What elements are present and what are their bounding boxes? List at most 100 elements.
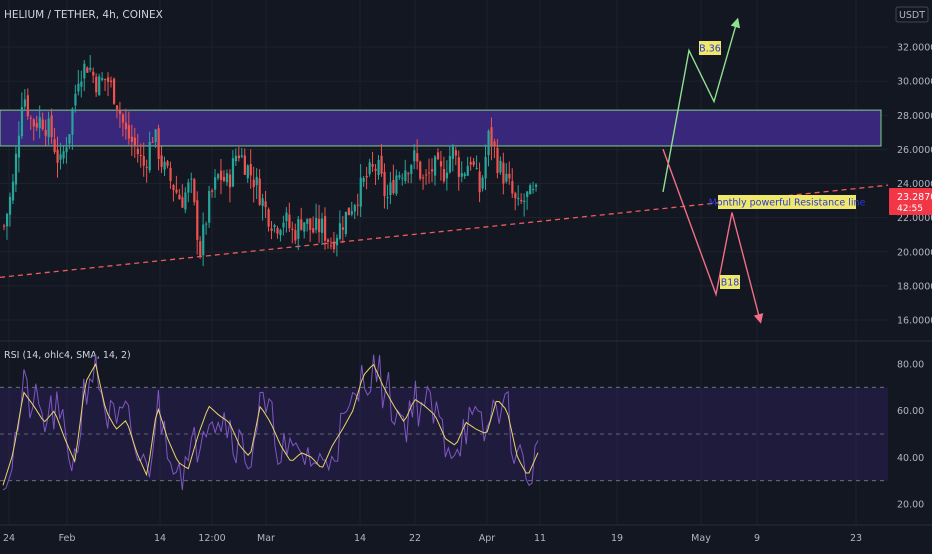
candle-body (332, 241, 336, 250)
candle-body (231, 158, 235, 187)
candle-body (240, 155, 243, 157)
time-tick-label: 14 (154, 533, 166, 544)
price-tick-label: 30.0000 (897, 77, 932, 88)
bear-scenario-arrow[interactable] (662, 148, 764, 324)
candle-body (68, 134, 71, 144)
time-axis[interactable]: 24 Feb 14 12:00 Mar 14 22 Apr 11 19 May 9 23 (3, 533, 862, 544)
time-tick-label: 12:00 (198, 533, 225, 544)
price-axis[interactable]: 32.0000 30.0000 28.0000 26.0000 24.0000 22.00… (889, 43, 932, 327)
candle-body (65, 147, 68, 153)
bull-target-label[interactable]: B.36 (699, 41, 721, 55)
candle-body (356, 204, 359, 206)
candle-body (44, 130, 47, 136)
candle-body (526, 191, 529, 198)
candle-body (157, 128, 160, 159)
candle-body (329, 245, 333, 247)
candle-body (190, 178, 193, 180)
candle-body (38, 117, 41, 129)
candle-body (303, 222, 306, 232)
candle-body (326, 239, 330, 242)
time-tick-label: 22 (409, 533, 421, 544)
time-tick-label: Feb (59, 533, 76, 544)
candle-body (202, 224, 205, 256)
candle-body (422, 177, 425, 179)
candle-body (377, 159, 380, 176)
candle-body (362, 178, 365, 182)
candle-body (454, 150, 457, 156)
candle-body (56, 149, 59, 163)
candle-body (416, 153, 419, 162)
candle-body (410, 165, 413, 174)
current-price-tag[interactable]: 23.287042:55 (889, 188, 932, 215)
price-tick-label: 32.0000 (897, 43, 932, 54)
time-tick-label: 11 (534, 533, 546, 544)
rsi-tick-label: 40.00 (897, 453, 924, 464)
candle-body (258, 178, 261, 205)
rsi-tick-label: 80.00 (897, 360, 924, 371)
candle-body (425, 174, 428, 176)
candle-body (83, 63, 86, 79)
candle-body (505, 173, 508, 182)
candle-body (249, 164, 252, 176)
candle-body (47, 118, 50, 138)
bull-scenario-arrow[interactable] (662, 17, 741, 193)
candle-body (246, 165, 249, 179)
currency-badge[interactable]: USDT (895, 6, 929, 23)
candle-body (264, 201, 267, 208)
candles-group (3, 55, 538, 267)
candle-body (252, 179, 255, 188)
candle-body (92, 71, 95, 76)
candle-body (148, 142, 151, 171)
candle-body (371, 164, 374, 167)
price-tick-label: 22.0000 (897, 213, 932, 224)
candle-body (359, 177, 362, 207)
candle-body (214, 177, 217, 190)
candle-body (279, 230, 282, 236)
candle-body (436, 152, 440, 160)
time-tick-label: 19 (611, 533, 623, 544)
candle-body (383, 171, 386, 197)
resistance-label[interactable]: Monthly powerful Resistance line (709, 195, 866, 209)
candle-body (41, 119, 44, 130)
candle-body (261, 198, 264, 206)
support-trendline[interactable] (0, 184, 889, 278)
candle-body (282, 222, 285, 228)
candle-body (20, 107, 24, 137)
candle-body (112, 78, 116, 104)
scenario-arrows (662, 17, 764, 324)
resistance-zone[interactable] (0, 109, 882, 147)
candle-body (169, 167, 172, 182)
candle-body (160, 155, 163, 167)
time-tick-label: 9 (754, 533, 760, 544)
time-tick-label: May (691, 533, 711, 544)
candle-body (401, 177, 404, 179)
candle-body (481, 177, 484, 189)
candle-body (502, 162, 505, 184)
candle-body (380, 155, 383, 174)
candle-body (74, 93, 77, 106)
price-tick-label: 18.0000 (897, 281, 932, 292)
candle-body (124, 122, 128, 130)
candle-body (163, 161, 166, 170)
resistance-label-text: Monthly powerful Resistance line (709, 198, 866, 209)
candle-body (493, 141, 496, 147)
candle-body (472, 161, 475, 165)
bear-target-label[interactable]: B18 (720, 275, 740, 289)
candle-body (228, 174, 232, 188)
rsi-panel: RSI (14, ohlc4, SMA, 14, 2) 80.00 60.00 40.… (0, 350, 924, 511)
time-tick-label: 14 (354, 533, 366, 544)
candle-body (529, 185, 532, 195)
candle-body (457, 157, 460, 177)
candle-body (297, 219, 300, 239)
candle-body (208, 190, 211, 223)
candle-body (535, 184, 538, 187)
bear-target-label-text: B18 (721, 278, 740, 289)
candle-body (199, 241, 202, 257)
candle-body (11, 181, 15, 201)
resistance-label-box (718, 195, 856, 209)
candle-body (172, 185, 175, 191)
bull-target-label-box (699, 41, 721, 55)
candle-body (347, 207, 350, 216)
candle-body (59, 154, 62, 160)
